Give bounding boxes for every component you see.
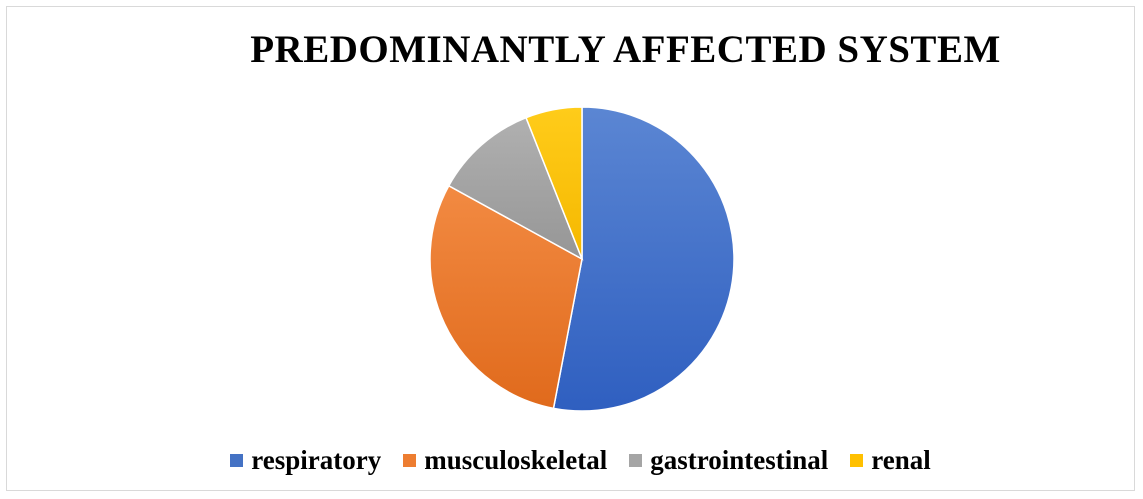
legend-swatch (230, 454, 244, 467)
chart-title: PREDOMINANTLY AFFECTED SYSTEM (250, 28, 1001, 71)
pie-slice-musculoskeletal (429, 184, 583, 410)
chart-legend: respiratory musculoskeletal gastrointestin… (7, 445, 1134, 476)
chart-frame: PREDOMINANTLY AFFECTED SYSTEM respirator… (6, 6, 1135, 491)
legend-item-musculoskeletal: musculoskeletal (403, 445, 607, 476)
pie-slice-respiratory (552, 106, 735, 412)
legend-swatch (403, 454, 417, 467)
legend-label: gastrointestinal (650, 445, 829, 475)
legend-label: renal (871, 445, 931, 475)
legend-swatch (850, 454, 864, 467)
pie-slice-renal (525, 106, 583, 260)
legend-swatch (629, 454, 643, 467)
legend-item-respiratory: respiratory (230, 445, 381, 476)
legend-label: musculoskeletal (424, 445, 608, 475)
pie-slices (429, 106, 735, 412)
legend-item-renal: renal (850, 445, 931, 476)
legend-label: respiratory (251, 445, 382, 475)
legend-item-gastrointestinal: gastrointestinal (629, 445, 828, 476)
pie-chart (429, 106, 735, 412)
pie-slice-gastrointestinal (447, 116, 584, 261)
